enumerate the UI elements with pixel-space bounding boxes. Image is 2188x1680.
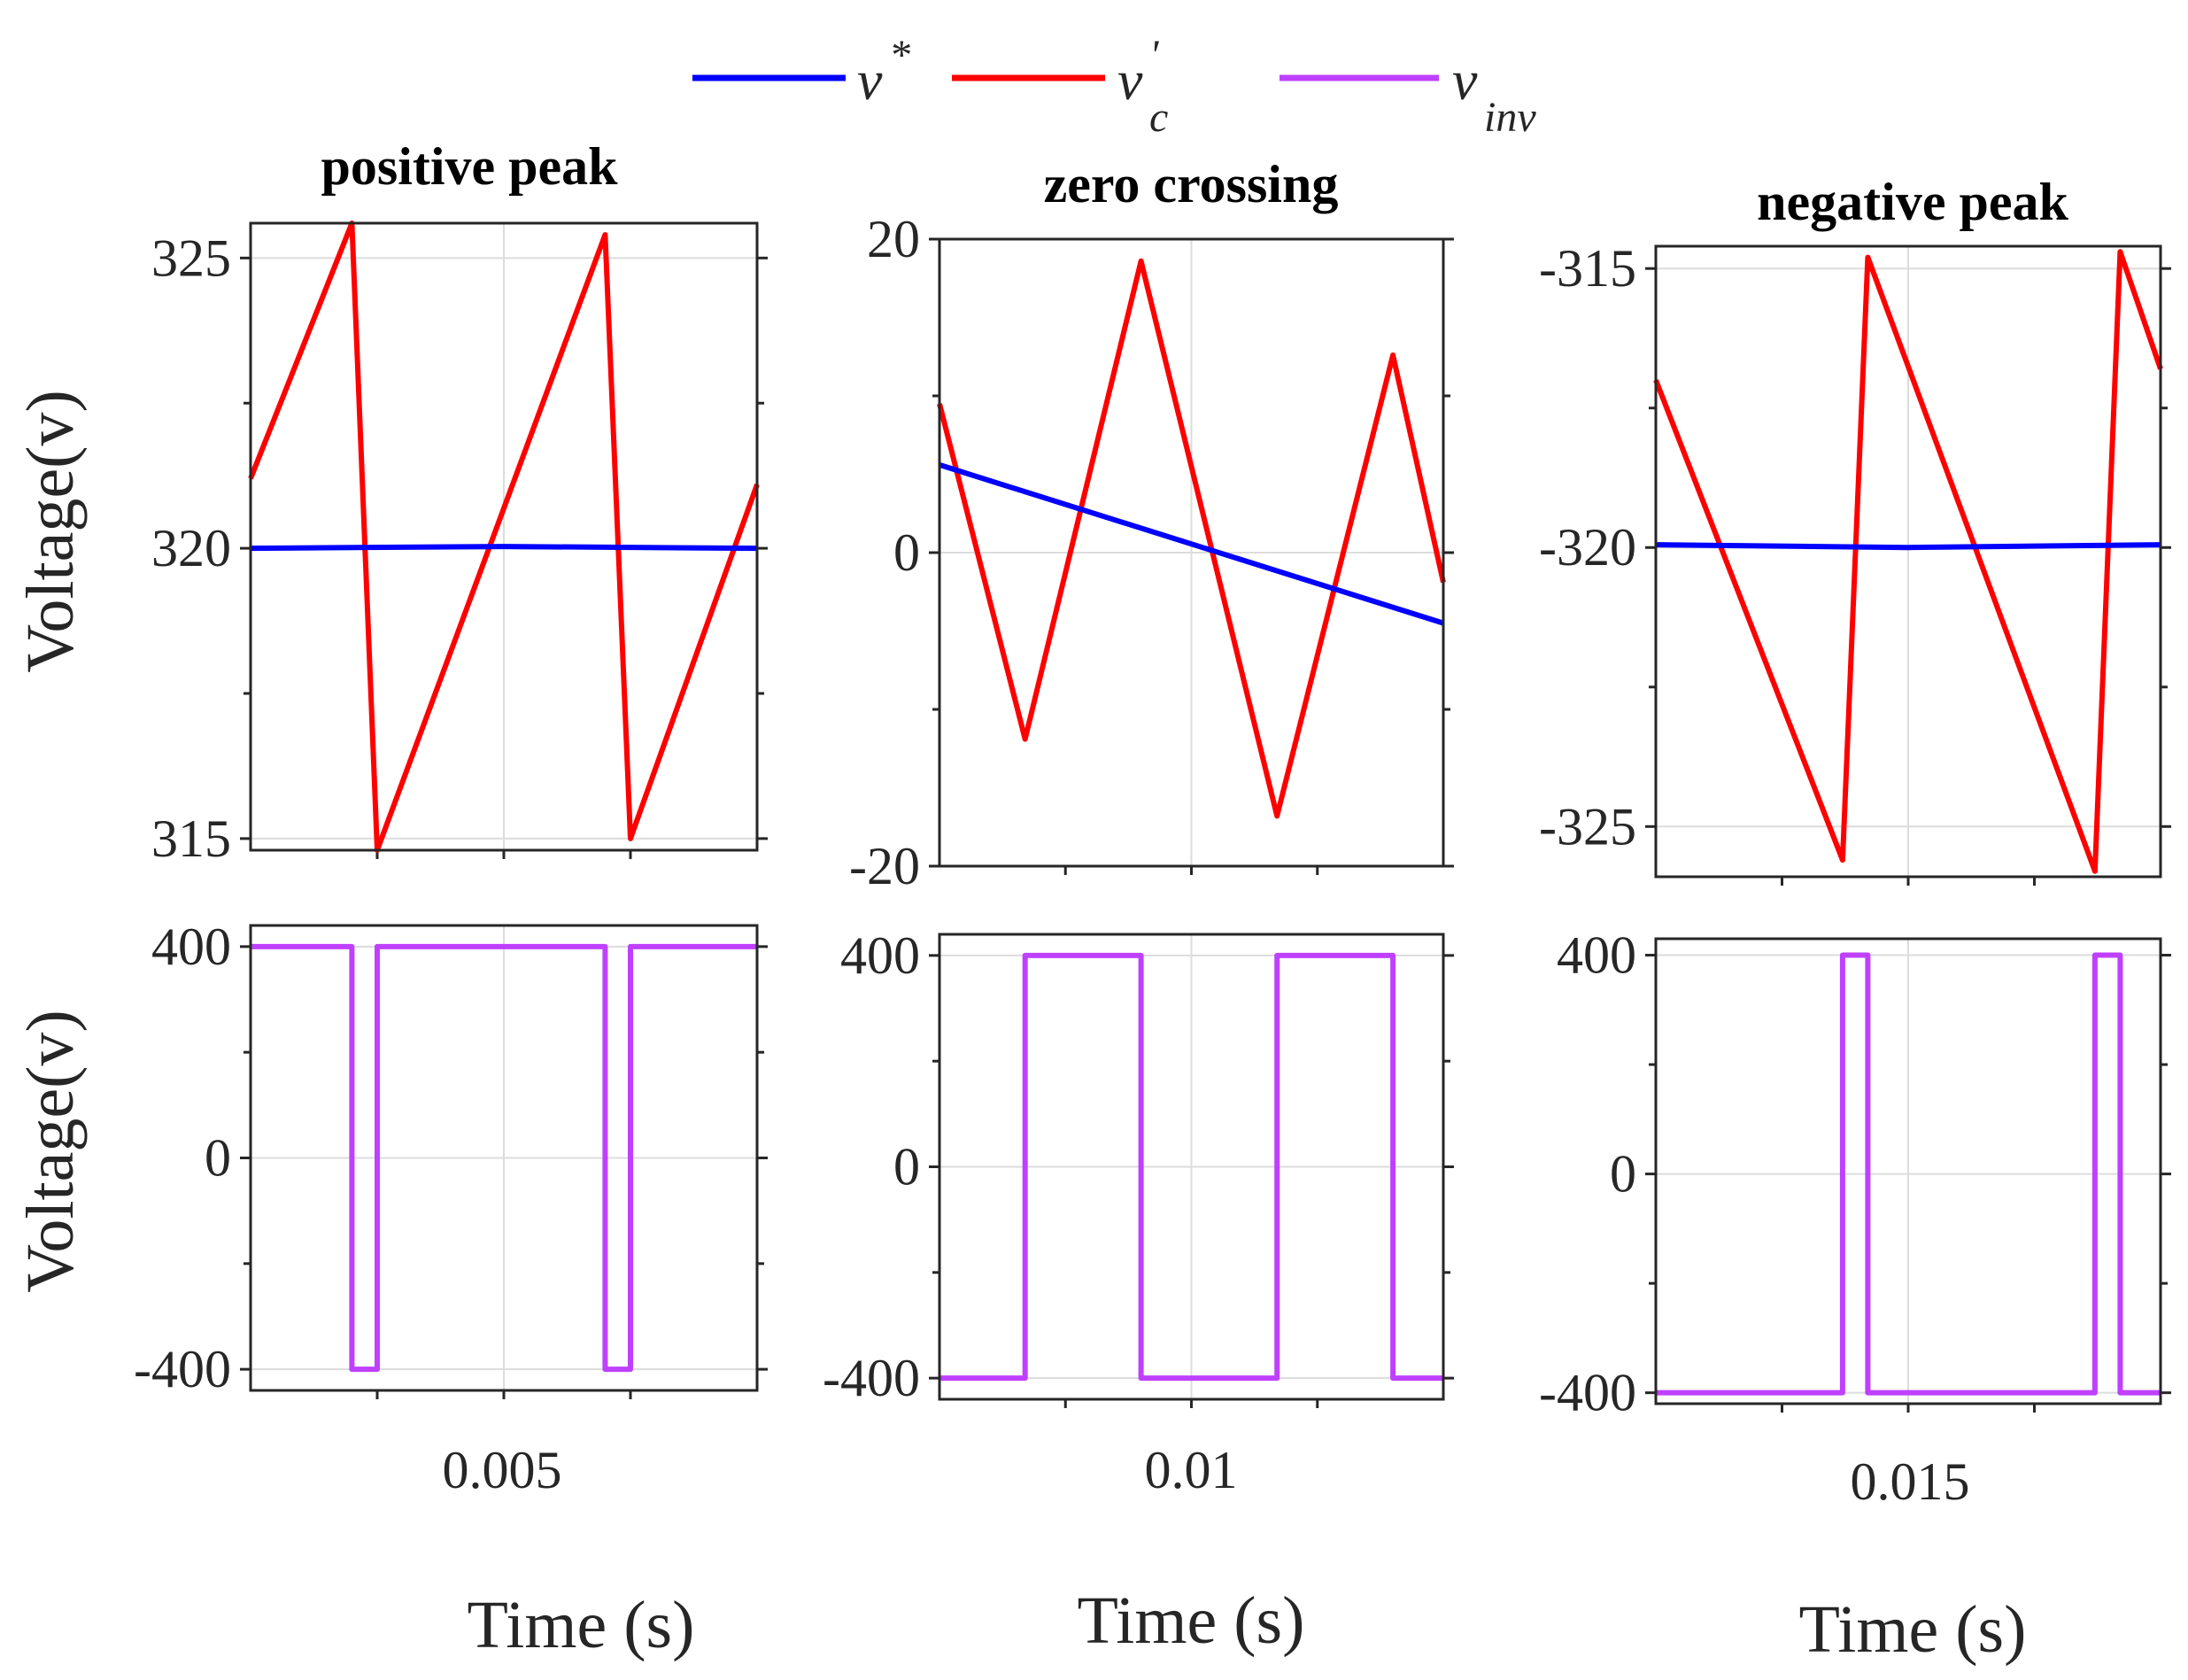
x-tick-label-0.015: 0.015	[1851, 1452, 1970, 1511]
y-tick-label: 0	[205, 1129, 231, 1188]
axes-frame	[249, 924, 759, 1392]
series-v-inv	[939, 952, 1443, 1382]
legend-label-subscript: inv	[1484, 94, 1536, 141]
series-v-star	[1655, 542, 2161, 551]
panel-zero-crossing: -20 0 20 -400 0 400	[823, 210, 1454, 1408]
legend-label-superscript: *	[889, 32, 910, 79]
y-tick-label: -315	[1539, 239, 1636, 298]
y-tick-label: 0	[893, 523, 920, 582]
panel-negative-peak: -325 -320 -315 -400 0 400	[1539, 239, 2171, 1422]
bottom-axes: -400 0 400	[134, 917, 768, 1399]
series-vc-prime	[937, 258, 1446, 819]
legend-label: v	[1452, 49, 1478, 112]
y-tick-label: 325	[151, 228, 231, 287]
y-tick-label: 20	[867, 210, 920, 268]
axes-frame	[1654, 937, 2162, 1405]
y-tick-label: -400	[134, 1340, 231, 1398]
axes-frame	[938, 237, 1445, 868]
legend-label: v	[857, 49, 883, 112]
legend-label-subscript: c	[1149, 94, 1168, 141]
legend-item-v-star: v *	[692, 32, 910, 112]
panel-positive-peak: 315 320 325 -400 0 400	[134, 221, 768, 1399]
y-tick-label: 400	[1557, 926, 1636, 985]
top-axes: -20 0 20	[849, 210, 1454, 895]
y-tick-label: -20	[849, 837, 920, 895]
series-v-inv	[251, 943, 757, 1373]
y-tick-label: -400	[823, 1349, 920, 1407]
legend-label-superscript: '	[1149, 32, 1159, 79]
panel-title-zero-crossing: zero crossing	[1044, 155, 1339, 213]
y-tick-label: 320	[151, 519, 231, 577]
x-tick-label-0.01: 0.01	[1145, 1441, 1238, 1499]
y-axis-label-bottom: Voltage(v)	[13, 1010, 88, 1292]
panel-title-negative-peak: negative peak	[1757, 173, 2068, 231]
x-axis-label-negative-peak: Time (s)	[1799, 1592, 2027, 1667]
y-tick-label: 400	[840, 926, 920, 985]
x-axis-label-zero-crossing: Time (s)	[1078, 1583, 1305, 1658]
legend-item-vc-prime: v' c	[952, 32, 1168, 141]
axes-frame	[938, 933, 1445, 1401]
plot-panels: 315320325-4000400-20020-4000400-325-320-…	[134, 210, 2171, 1422]
series-v-inv	[1656, 952, 2161, 1396]
bottom-axes: -400 0 400	[823, 926, 1454, 1408]
top-axes: -325 -320 -315	[1539, 239, 2171, 886]
y-tick-label: 315	[151, 809, 231, 868]
panel-title-positive-peak: positive peak	[321, 137, 618, 196]
y-tick-label: 0	[1610, 1145, 1636, 1204]
y-axis-label-top: Voltage(v)	[13, 390, 88, 672]
top-axes: 315 320 325	[151, 221, 768, 868]
axes-frame	[249, 221, 759, 852]
y-tick-label: -320	[1539, 518, 1636, 577]
y-tick-label: -400	[1539, 1364, 1636, 1422]
series-v-star	[250, 544, 758, 552]
series-v-star	[939, 462, 1444, 626]
x-axis-label-positive-peak: Time (s)	[468, 1588, 695, 1662]
bottom-axes: -400 0 400	[1539, 926, 2171, 1422]
series-vc-prime	[1653, 249, 2163, 874]
legend-label: v	[1117, 49, 1143, 112]
series-vc-prime	[248, 221, 760, 853]
y-tick-label: 0	[893, 1138, 920, 1196]
x-tick-label-0.005: 0.005	[443, 1441, 562, 1499]
y-tick-label: 400	[151, 917, 231, 976]
y-tick-label: -325	[1539, 797, 1636, 855]
panel-titles: positive peak zero crossing negative pea…	[321, 137, 2068, 231]
axes-frame	[1654, 244, 2162, 879]
